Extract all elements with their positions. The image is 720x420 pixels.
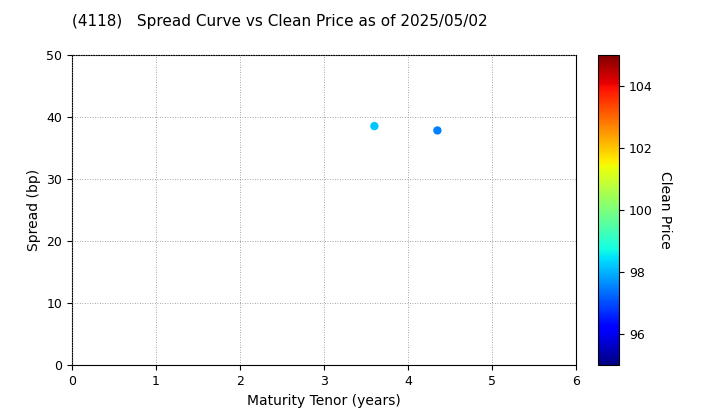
X-axis label: Maturity Tenor (years): Maturity Tenor (years)	[247, 394, 401, 408]
Y-axis label: Spread (bp): Spread (bp)	[27, 169, 41, 251]
Point	[432, 127, 444, 134]
Text: (4118)   Spread Curve vs Clean Price as of 2025/05/02: (4118) Spread Curve vs Clean Price as of…	[72, 14, 487, 29]
Y-axis label: Clean Price: Clean Price	[658, 171, 672, 249]
Point	[369, 123, 380, 129]
